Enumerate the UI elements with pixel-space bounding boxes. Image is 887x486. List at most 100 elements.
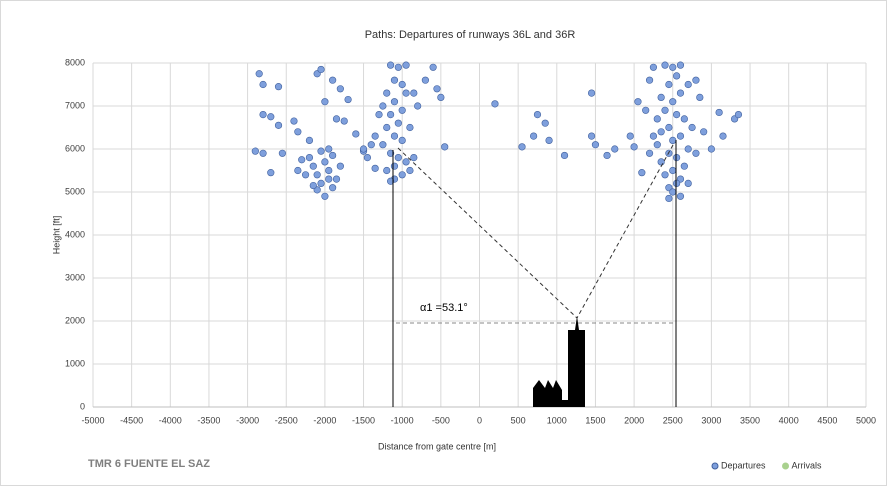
building-silhouette — [533, 316, 585, 407]
legend-marker — [782, 462, 790, 470]
data-point — [398, 171, 406, 179]
y-axis-label: Height [ft] — [51, 216, 61, 255]
data-point — [387, 61, 395, 69]
data-point — [394, 154, 402, 162]
data-point — [684, 179, 692, 187]
data-point — [371, 164, 379, 172]
y-tick-label: 4000 — [65, 229, 85, 239]
data-point — [332, 175, 341, 183]
data-point — [673, 72, 681, 80]
x-tick-label: 1000 — [547, 415, 567, 425]
data-point — [317, 147, 325, 155]
data-point — [665, 194, 673, 203]
data-point — [734, 110, 743, 119]
data-point — [673, 110, 681, 119]
data-point — [398, 136, 406, 144]
data-point — [255, 70, 263, 78]
x-tick-label: -3000 — [236, 415, 259, 425]
data-point — [294, 128, 302, 136]
data-point — [390, 76, 399, 84]
data-point — [645, 149, 654, 157]
data-point — [669, 166, 677, 175]
data-point — [390, 132, 399, 140]
data-point — [267, 169, 275, 177]
data-point — [680, 162, 688, 170]
data-point — [603, 151, 611, 160]
data-point — [676, 132, 685, 140]
data-point — [379, 102, 387, 110]
data-point — [684, 80, 692, 89]
data-point — [661, 171, 669, 179]
data-point — [680, 115, 688, 123]
data-point — [379, 141, 387, 149]
data-point — [645, 76, 654, 84]
data-point — [325, 145, 333, 153]
data-point — [433, 85, 441, 93]
data-point — [429, 63, 437, 71]
x-tick-label: 2000 — [624, 415, 644, 425]
data-point — [692, 149, 700, 157]
data-point — [661, 106, 669, 114]
x-tick-label: 4500 — [817, 415, 837, 425]
data-point — [398, 80, 406, 89]
data-point — [294, 166, 302, 175]
y-tick-label: 5000 — [65, 186, 85, 196]
data-point — [305, 136, 314, 144]
data-point — [305, 154, 314, 162]
data-point — [669, 188, 677, 196]
data-point — [630, 143, 638, 151]
x-tick-label: -1000 — [391, 415, 414, 425]
data-point — [688, 123, 696, 132]
data-point — [402, 61, 410, 69]
data-point — [340, 117, 348, 125]
data-point — [700, 128, 708, 136]
x-tick-label: 1500 — [585, 415, 605, 425]
legend: Departures Arrivals — [711, 460, 822, 470]
data-point — [676, 61, 685, 69]
data-point — [653, 115, 661, 123]
data-point — [634, 98, 642, 106]
legend-label: Departures — [721, 460, 766, 470]
data-point — [661, 61, 669, 69]
data-point — [692, 76, 700, 84]
data-point — [259, 149, 267, 157]
data-point — [336, 85, 344, 93]
chart-title: Paths: Departures of runways 36L and 36R — [365, 29, 576, 41]
data-point — [665, 80, 673, 89]
data-point — [673, 179, 681, 187]
y-tick-label: 6000 — [65, 143, 85, 153]
data-point — [298, 156, 306, 164]
data-point — [591, 141, 600, 149]
data-point — [274, 83, 283, 91]
data-point — [371, 132, 379, 140]
data-point — [387, 177, 395, 185]
data-point — [387, 110, 395, 119]
data-point — [317, 65, 325, 74]
data-point — [669, 63, 677, 71]
data-point — [587, 89, 596, 97]
x-axis-label: Distance from gate centre [m] — [378, 441, 496, 451]
data-point — [321, 98, 329, 106]
data-point — [649, 132, 658, 140]
data-point — [390, 162, 399, 170]
site-label: TMR 6 FUENTE EL SAZ — [88, 458, 210, 470]
x-tick-label: 500 — [511, 415, 526, 425]
data-point — [657, 158, 665, 166]
data-point — [653, 141, 661, 149]
data-point — [491, 100, 499, 108]
data-point — [329, 76, 337, 84]
x-tick-label: -2500 — [275, 415, 298, 425]
geometry-overlay — [392, 140, 677, 407]
data-point — [274, 121, 283, 129]
x-tick-label: -4500 — [120, 415, 143, 425]
x-tick-label: 2500 — [663, 415, 683, 425]
data-point — [290, 117, 298, 125]
data-point — [541, 119, 549, 127]
x-tick-label: -2000 — [313, 415, 336, 425]
data-point — [626, 132, 634, 140]
data-point — [676, 192, 685, 200]
data-point — [367, 141, 375, 149]
data-point — [657, 93, 665, 101]
